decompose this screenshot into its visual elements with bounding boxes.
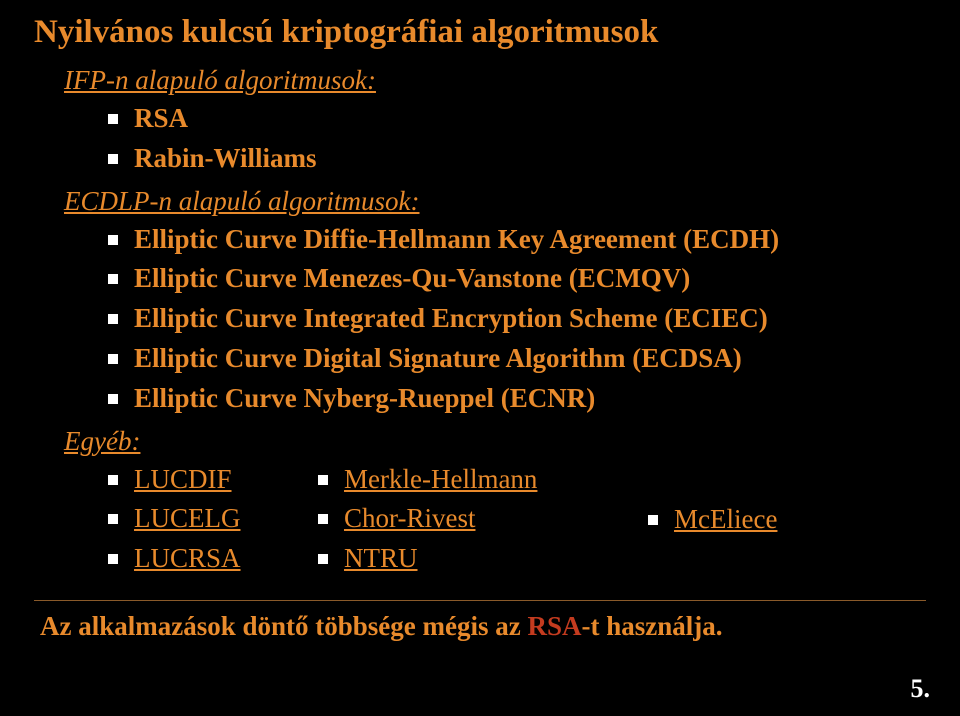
list-item: Chor-Rivest bbox=[318, 500, 648, 538]
slide-title: Nyilvános kulcsú kriptográfiai algoritmu… bbox=[34, 14, 926, 51]
ifp-section-header: IFP-n alapuló algoritmusok: bbox=[64, 65, 926, 96]
egyeb-columns: LUCDIF LUCELG LUCRSA Merkle-Hellmann Cho… bbox=[108, 461, 926, 580]
list-item: Rabin-Williams bbox=[108, 140, 926, 178]
list-item: Elliptic Curve Diffie-Hellmann Key Agree… bbox=[108, 221, 926, 259]
egyeb-col-3: McEliece bbox=[648, 501, 848, 541]
slide: Nyilvános kulcsú kriptográfiai algoritmu… bbox=[0, 0, 960, 716]
list-item: Elliptic Curve Digital Signature Algorit… bbox=[108, 340, 926, 378]
ecdlp-section-header: ECDLP-n alapuló algoritmusok: bbox=[64, 186, 926, 217]
list-item: Elliptic Curve Integrated Encryption Sch… bbox=[108, 300, 926, 338]
list-item: RSA bbox=[108, 100, 926, 138]
list-item: NTRU bbox=[318, 540, 648, 578]
list-item: LUCRSA bbox=[108, 540, 318, 578]
egyeb-section-header: Egyéb: bbox=[64, 426, 926, 457]
list-item: LUCDIF bbox=[108, 461, 318, 499]
ecdlp-list: Elliptic Curve Diffie-Hellmann Key Agree… bbox=[108, 221, 926, 418]
footer-prefix: Az alkalmazások döntő többsége mégis az bbox=[40, 611, 528, 641]
footer-suffix: -t használja. bbox=[582, 611, 723, 641]
footer-text: Az alkalmazások döntő többsége mégis az … bbox=[40, 611, 926, 642]
list-item: McEliece bbox=[648, 501, 848, 539]
list-item: LUCELG bbox=[108, 500, 318, 538]
footer-rsa: RSA bbox=[528, 611, 582, 641]
egyeb-col-1: LUCDIF LUCELG LUCRSA bbox=[108, 461, 318, 580]
divider bbox=[34, 600, 926, 601]
list-item: Elliptic Curve Menezes-Qu-Vanstone (ECMQ… bbox=[108, 260, 926, 298]
list-item: Merkle-Hellmann bbox=[318, 461, 648, 499]
list-item: Elliptic Curve Nyberg-Rueppel (ECNR) bbox=[108, 380, 926, 418]
ifp-list: RSA Rabin-Williams bbox=[108, 100, 926, 178]
page-number: 5. bbox=[911, 674, 931, 704]
egyeb-col-2: Merkle-Hellmann Chor-Rivest NTRU bbox=[318, 461, 648, 580]
